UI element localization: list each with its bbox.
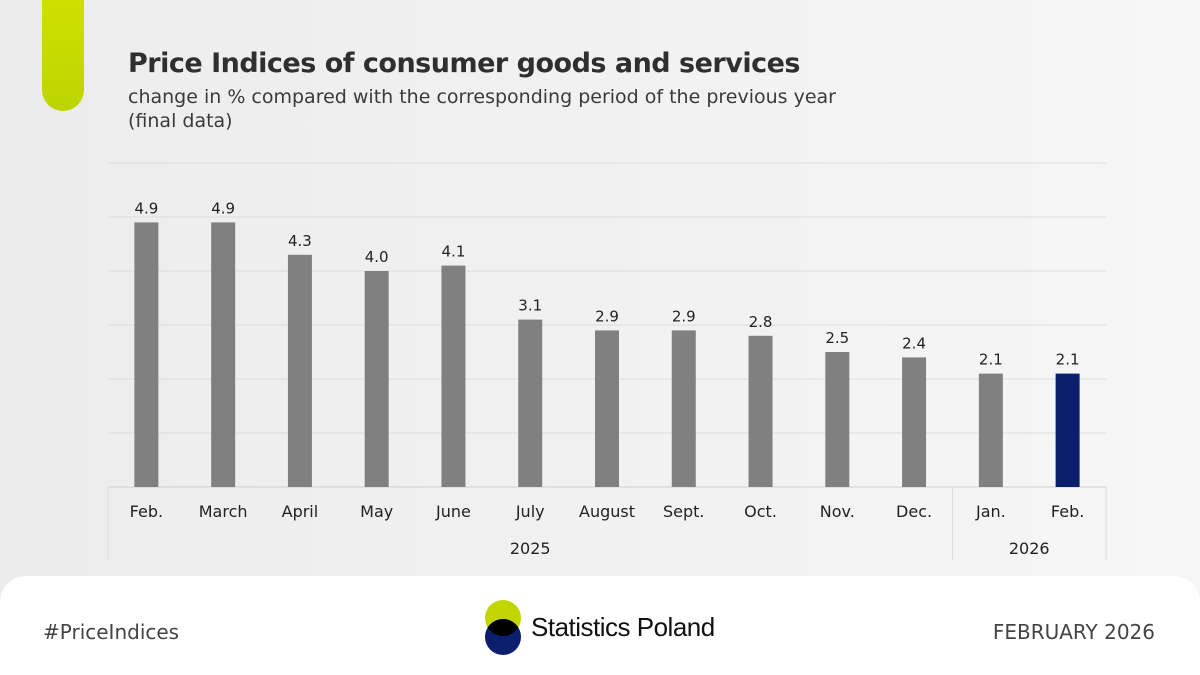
group-label: 2026	[1009, 539, 1050, 558]
data-label: 4.9	[134, 199, 158, 217]
bar	[287, 254, 312, 487]
category-label: Feb.	[130, 502, 163, 521]
category-label: June	[435, 502, 471, 521]
data-label: 2.9	[595, 307, 619, 325]
chart-title: Price Indices of consumer goods and serv…	[128, 48, 800, 79]
logo-circles-icon	[485, 600, 521, 655]
statistics-poland-logo: Statistics Poland	[485, 600, 725, 660]
category-label: Nov.	[820, 502, 855, 521]
category-label: April	[282, 502, 319, 521]
category-label: Oct.	[744, 502, 777, 521]
brand-name: Statistics Poland	[531, 612, 715, 642]
category-label: Jan.	[975, 502, 1006, 521]
data-label: 2.9	[672, 307, 696, 325]
bar	[211, 222, 236, 487]
data-label: 4.9	[211, 199, 235, 217]
category-label: March	[199, 502, 248, 521]
bar	[134, 222, 159, 487]
release-date: FEBRUARY 2026	[992, 620, 1155, 644]
bar	[441, 265, 466, 487]
data-label: 2.1	[1056, 351, 1080, 369]
category-label: Feb.	[1051, 502, 1084, 521]
bar	[902, 357, 927, 487]
data-label: 2.5	[825, 329, 849, 347]
bar	[671, 330, 696, 487]
accent-tab	[42, 0, 84, 111]
chart-subtitle: change in % compared with the correspond…	[128, 85, 836, 133]
subtitle-line-2: (final data)	[128, 110, 233, 132]
bar	[364, 271, 389, 487]
data-label: 2.1	[979, 351, 1003, 369]
hashtag: #PriceIndices	[43, 620, 180, 644]
bar	[978, 373, 1003, 487]
bar	[748, 335, 773, 487]
category-label: May	[360, 502, 393, 521]
category-label: Sept.	[663, 502, 705, 521]
data-label: 2.4	[902, 334, 926, 352]
category-label: July	[515, 502, 545, 521]
category-label: August	[579, 502, 635, 521]
bar	[1055, 373, 1080, 487]
bar-chart: 4.9 Feb. 4.9 March 4.3 April 4.0 May 4.1 June 3.1 J…	[107, 162, 1107, 560]
bar	[825, 352, 850, 487]
data-label: 4.0	[365, 248, 389, 266]
category-label: Dec.	[896, 502, 932, 521]
group-label: 2025	[510, 539, 551, 558]
subtitle-line-1: change in % compared with the correspond…	[128, 86, 836, 108]
data-label: 4.1	[442, 243, 466, 261]
data-label: 2.8	[749, 313, 773, 331]
bar	[518, 319, 543, 487]
data-label: 4.3	[288, 232, 312, 250]
data-label: 3.1	[518, 297, 542, 315]
footer	[0, 576, 1200, 675]
bar	[595, 330, 619, 487]
